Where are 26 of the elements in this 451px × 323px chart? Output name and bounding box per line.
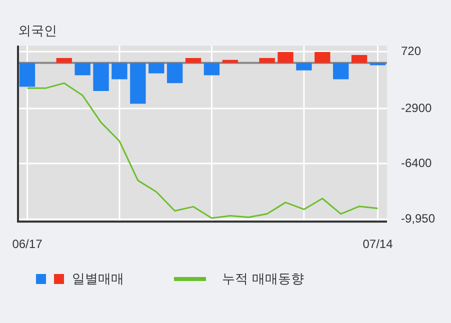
bar [166,62,183,84]
bar [74,62,90,76]
bar [296,62,312,70]
bar [259,58,275,63]
bar [112,62,128,80]
x-tick-label: 07/14 [362,237,394,252]
y-tick-label: -9,950 [400,212,436,226]
bar [130,62,146,104]
bar [93,62,109,92]
chart-title: 외국인 [18,24,57,40]
legend-label: 누적 매매동향 [222,271,304,288]
bar [148,62,164,74]
bar [185,58,202,63]
bar [222,60,238,63]
y-tick-label: -6400 [400,156,432,170]
bar [278,52,294,63]
bar [204,62,220,76]
bar [56,58,72,63]
y-tick-label: -2900 [400,100,432,115]
bar [19,62,36,87]
bar [333,62,349,80]
y-tick-label: 720 [400,44,422,58]
bar [314,52,330,63]
legend-label: 일별매매 [72,271,124,288]
bar [351,55,368,63]
x-tick-label: 06/17 [12,237,43,252]
